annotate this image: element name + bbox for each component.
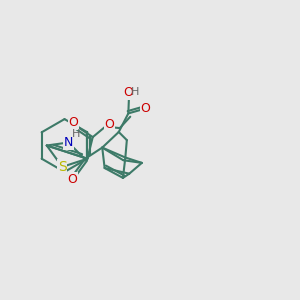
Text: O: O (105, 118, 115, 131)
Text: O: O (69, 116, 79, 130)
Text: O: O (140, 102, 150, 115)
Text: N: N (64, 136, 73, 149)
Text: H: H (131, 87, 140, 98)
Text: O: O (68, 172, 77, 186)
Text: S: S (58, 160, 67, 174)
Text: H: H (72, 129, 80, 139)
Text: O: O (123, 86, 133, 99)
